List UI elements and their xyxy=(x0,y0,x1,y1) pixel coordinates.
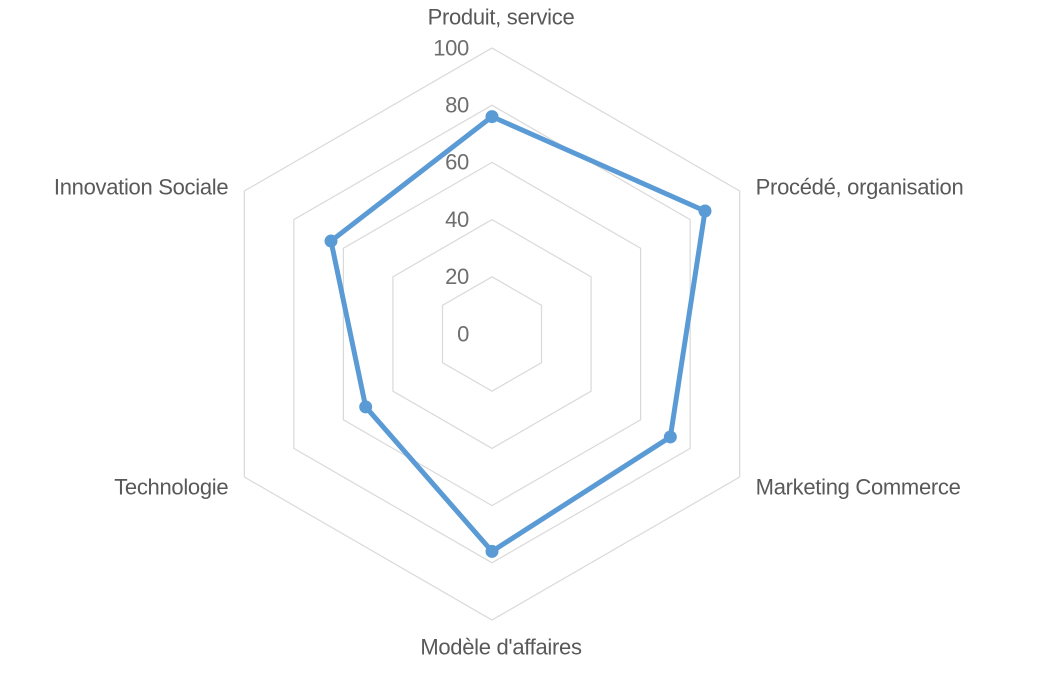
axis-tick-label-60: 60 xyxy=(445,150,469,175)
category-label-2: Marketing Commerce xyxy=(756,474,961,499)
grid-ring-100 xyxy=(243,47,741,621)
data-point-marker-4 xyxy=(359,400,373,414)
data-point-marker-1 xyxy=(698,204,712,218)
category-label-0: Produit, service xyxy=(428,4,575,29)
axis-tick-label-40: 40 xyxy=(445,207,469,232)
axis-tick-label-100: 100 xyxy=(433,35,469,60)
data-point-marker-0 xyxy=(485,110,499,124)
data-series-polygon xyxy=(328,114,708,554)
category-label-5: Innovation Sociale xyxy=(54,174,228,199)
axis-tick-label-20: 20 xyxy=(445,264,469,289)
data-point-marker-3 xyxy=(485,544,499,558)
data-point-marker-5 xyxy=(324,234,338,248)
category-label-4: Technologie xyxy=(114,474,228,499)
grid-ring-40 xyxy=(392,218,592,450)
data-point-marker-2 xyxy=(663,430,677,444)
category-label-1: Procédé, organisation xyxy=(756,174,964,199)
category-label-3: Modèle d'affaires xyxy=(420,634,582,659)
grid-ring-20 xyxy=(441,276,543,392)
axis-tick-label-80: 80 xyxy=(445,92,469,117)
axis-tick-label-0: 0 xyxy=(457,321,469,346)
grid-ring-80 xyxy=(293,104,691,564)
grid-ring-60 xyxy=(342,161,642,507)
